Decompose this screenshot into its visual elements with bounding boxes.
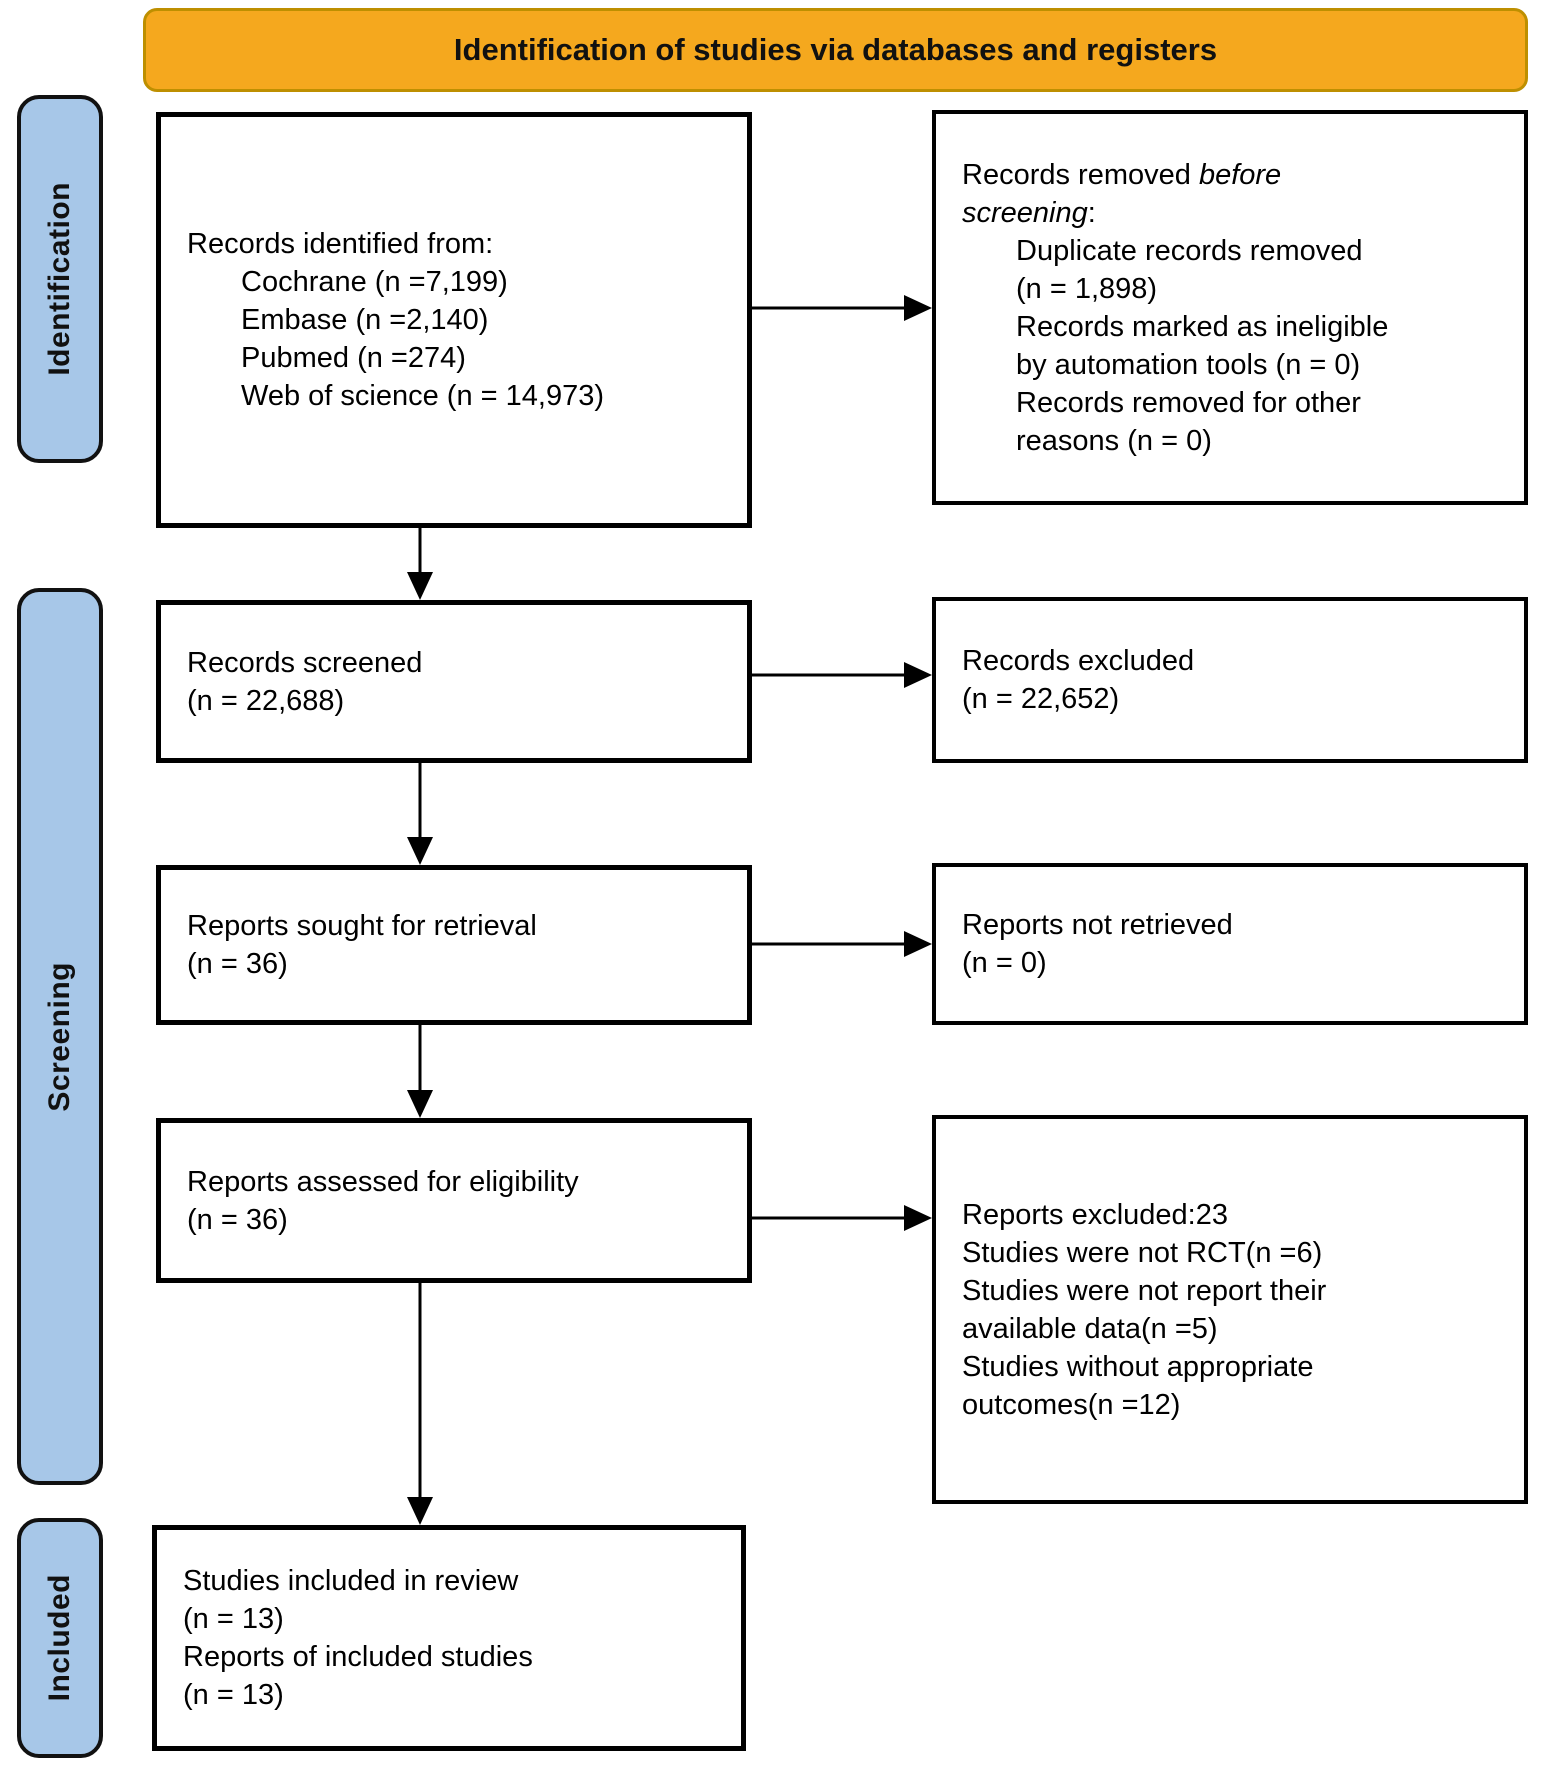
box-line: Records screened [187,646,423,679]
box-line: Studies were not RCT(n =6) [962,1236,1323,1269]
box-line: reasons (n = 0) [1016,424,1212,457]
box-line: Pubmed (n =274) [241,342,466,374]
box-records-identified: Records identified from: Cochrane (n =7,… [156,112,752,528]
box-reports-excluded: Reports excluded:23 Studies were not RCT… [932,1115,1528,1504]
box-line: Embase (n =2,140) [241,304,489,336]
box-records-removed: Records removed before screening: Duplic… [932,110,1528,505]
stage-label-text: Screening [43,961,76,1112]
box-reports-assessed: Reports assessed for eligibility (n = 36… [156,1118,752,1283]
box-line: Reports excluded:23 [962,1198,1228,1231]
box-line: (n = 22,652) [962,683,1120,715]
box-line: Records removed for other [1016,386,1361,419]
box-line-italic-text: screening [962,196,1088,229]
box-line: available data(n =5) [962,1312,1218,1345]
stage-label-text: Identification [43,182,76,376]
box-studies-included: Studies included in review (n = 13) Repo… [152,1525,746,1751]
box-line: Cochrane (n =7,199) [241,266,508,298]
box-line: Studies without appropriate [962,1350,1314,1383]
arrow-down-icon [407,1025,433,1118]
box-line: (n = 22,688) [187,684,345,717]
box-reports-not-retrieved: Reports not retrieved (n = 0) [932,863,1528,1025]
box-line: Records excluded [962,645,1195,677]
box-line: screening: [962,194,1514,232]
box-line: Web of science (n = 14,973) [241,380,604,412]
stage-label-identification: Identification [17,95,103,463]
box-line-text: : [1087,196,1096,229]
box-line: Records removed before [962,156,1514,194]
arrow-right-icon [752,662,932,688]
box-line: (n = 1,898) [1016,272,1158,305]
arrow-right-icon [752,295,932,321]
box-line-text: Records removed [962,158,1199,191]
arrow-down-icon [407,528,433,600]
box-line: Records marked as ineligible [1016,310,1389,343]
arrow-down-icon [407,763,433,865]
box-records-excluded: Records excluded (n = 22,652) [932,597,1528,763]
box-line: (n = 36) [187,1203,288,1236]
box-line: outcomes(n =12) [962,1388,1181,1421]
box-line: Reports sought for retrieval [187,910,537,942]
arrow-right-icon [752,931,932,957]
box-line: Reports of included studies [183,1641,533,1673]
box-records-screened: Records screened (n = 22,688) [156,600,752,763]
box-line: (n = 13) [183,1679,284,1711]
box-line: (n = 13) [183,1603,284,1635]
box-line: Studies were not report their [962,1274,1327,1307]
arrow-right-icon [752,1205,932,1231]
box-line: (n = 0) [962,947,1047,979]
box-line: (n = 36) [187,948,288,980]
stage-label-screening: Screening [17,588,103,1485]
stage-label-text: Included [43,1574,76,1702]
diagram-title: Identification of studies via databases … [453,32,1218,67]
box-line: Reports not retrieved [962,909,1233,941]
box-reports-sought: Reports sought for retrieval (n = 36) [156,865,752,1025]
box-line: Records identified from: [187,228,494,260]
box-line: Studies included in review [183,1565,519,1597]
box-line: by automation tools (n = 0) [1016,348,1361,381]
diagram-title-banner: Identification of studies via databases … [143,8,1528,92]
box-line: Duplicate records removed [1016,234,1363,267]
stage-label-included: Included [17,1518,103,1758]
box-line: Reports assessed for eligibility [187,1165,579,1198]
box-line-italic-text: before [1198,158,1282,191]
arrow-down-icon [407,1283,433,1525]
